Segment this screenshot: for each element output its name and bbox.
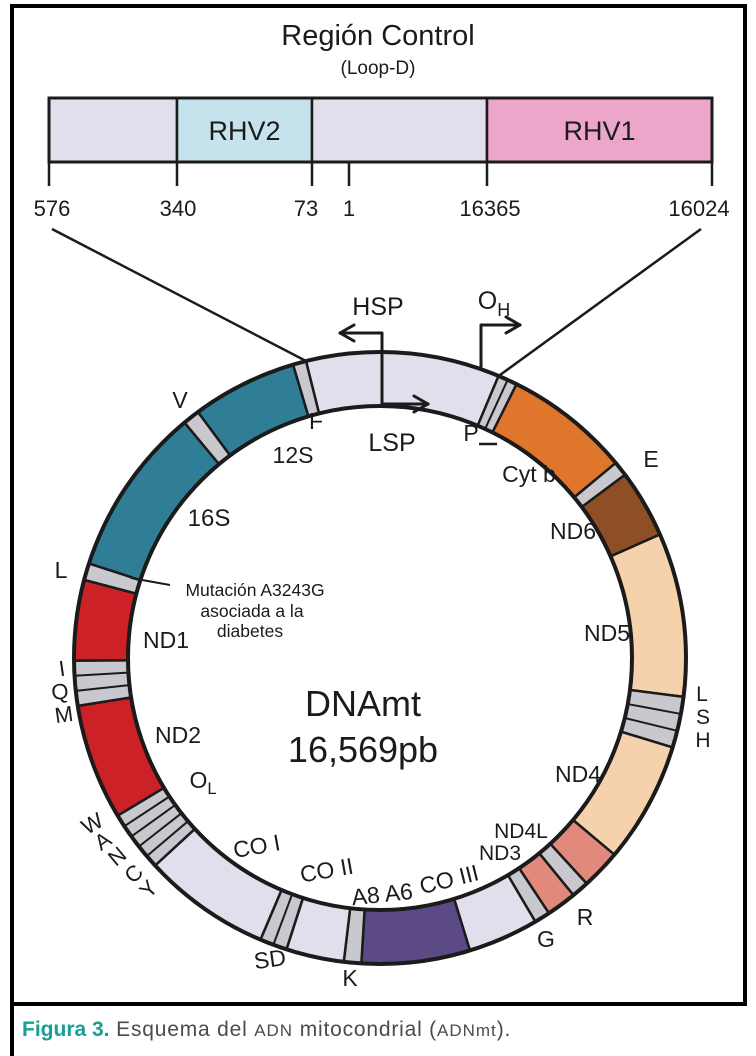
caption-part-prefix-0: Figura 3. <box>22 1018 110 1041</box>
lsp-arrow-head2 <box>412 402 430 414</box>
bar-segment-rhv1 <box>485 96 714 164</box>
label-trna-s2: S <box>696 706 710 729</box>
control-region-subtitle: (Loop-D) <box>340 58 416 79</box>
segment-trna-IQM <box>72 658 133 708</box>
label-trna-v: V <box>172 387 188 413</box>
label-lsp: LSP <box>368 429 415 457</box>
stripe-divider-trna-WANCY-2 <box>138 812 183 848</box>
ring-outer-edge <box>72 350 688 966</box>
label-trna-q: Q <box>50 678 70 705</box>
lsp-arrow-head <box>412 394 430 406</box>
label-nd2: ND2 <box>155 722 201 748</box>
oh-arrow-head <box>504 315 522 327</box>
bar-tick-label-340: 340 <box>160 196 197 221</box>
label-trna-e: E <box>643 446 658 472</box>
label-trna-h: H <box>695 729 710 752</box>
caption-part-body-5: ). <box>496 1018 512 1041</box>
stripe-divider-trna-SD-1 <box>272 893 294 946</box>
oh-arrow-head2 <box>504 323 522 335</box>
stripe-divider-trna-WANCY-3 <box>130 804 176 838</box>
label-trna-p: P <box>463 420 478 446</box>
label-co1: CO I <box>231 829 282 863</box>
figure-border <box>10 4 747 1006</box>
label-nd5: ND5 <box>584 620 630 646</box>
label-nd3: ND3 <box>479 842 521 865</box>
bar-tick-label-73: 73 <box>294 196 318 221</box>
stripe-divider-trna-LSH-1 <box>627 703 682 715</box>
hsp-arrow-head2 <box>338 331 356 343</box>
segment-rrna-16s <box>87 421 221 582</box>
hsp-arrow-head <box>338 323 356 335</box>
figure-caption: Figura 3. Esquema del ADN mitocondrial (… <box>22 1018 734 1042</box>
segment-control-region <box>304 350 500 427</box>
label-ol-subscript: L <box>207 779 216 798</box>
stripe-divider-trna-P-1 <box>484 379 509 430</box>
caption-part-body-1: Esquema del <box>109 1018 255 1041</box>
label-rrna-16s: 16S <box>188 505 231 532</box>
bar-label-rhv1: RHV1 <box>563 116 635 146</box>
label-rrna-12s: 12S <box>273 442 314 468</box>
label-co2: CO II <box>298 853 355 888</box>
left-diagonal-leader <box>51 227 307 363</box>
mutation-leader <box>130 577 171 586</box>
bar-tick-label-16024: 16024 <box>668 196 729 221</box>
label-oh: OH <box>478 287 510 320</box>
label-nd4l: ND4L <box>494 820 548 843</box>
center-label-genome: DNAmt <box>305 683 421 724</box>
label-nd1: ND1 <box>143 627 189 653</box>
right-diagonal-leader <box>499 227 702 377</box>
stripe-divider-trna-WANCY-1 <box>146 820 189 857</box>
mutation-note-line-3: diabetes <box>217 621 283 641</box>
stripe-divider-trna-WANCY-4 <box>123 795 171 828</box>
label-a8-a6: A8 A6 <box>350 878 414 910</box>
bar-outline <box>47 96 714 164</box>
label-trna-l1: L <box>55 557 68 583</box>
label-trna-m: M <box>53 701 75 728</box>
caption-part-caps-4: ADNmt <box>436 1021 497 1040</box>
stripe-divider-trna-LSH-2 <box>624 716 678 732</box>
hsp-arrow <box>338 331 384 406</box>
page-left-border <box>10 1004 14 1056</box>
bar-tick-label-1: 1 <box>343 196 355 221</box>
label-trna-i: I <box>57 656 67 682</box>
label-trna-k: K <box>342 965 358 991</box>
center-label-size: 16,569pb <box>288 729 438 770</box>
oh-arrow <box>479 323 522 371</box>
mutation-note-line-1: Mutación A3243G <box>185 580 324 600</box>
label-trna-g: G <box>537 926 555 952</box>
bar-segment-flank-mid <box>310 96 489 164</box>
bar-tick-label-576: 576 <box>34 196 71 221</box>
label-cyt-b: Cyt b <box>502 461 556 487</box>
label-oh-subscript: H <box>497 300 510 320</box>
ring-inner-edge <box>126 404 634 912</box>
control-region-title: Región Control <box>281 20 475 52</box>
label-trna-f: F <box>309 408 323 434</box>
mutation-note-line-2: asociada a la <box>200 601 303 621</box>
label-trna-r: R <box>577 904 594 930</box>
label-nd4: ND4 <box>555 761 601 787</box>
label-hsp: HSP <box>352 293 403 321</box>
stripe-divider-trna-IQM-2 <box>74 671 129 677</box>
label-ol: OL <box>189 767 216 798</box>
segment-nd5 <box>609 533 688 699</box>
caption-part-body-3: mitocondrial ( <box>293 1018 437 1041</box>
caption-part-caps-2: ADN <box>254 1021 294 1040</box>
label-nd6: ND6 <box>550 518 596 544</box>
label-trna-sd: SD <box>252 944 287 974</box>
label-trna-l2: L <box>696 683 708 706</box>
bar-segment-flank-left <box>47 96 179 164</box>
stripe-divider-trna-IQM-1 <box>75 684 130 692</box>
bar-tick-label-16365: 16365 <box>459 196 520 221</box>
bar-label-rhv2: RHV2 <box>208 116 280 146</box>
